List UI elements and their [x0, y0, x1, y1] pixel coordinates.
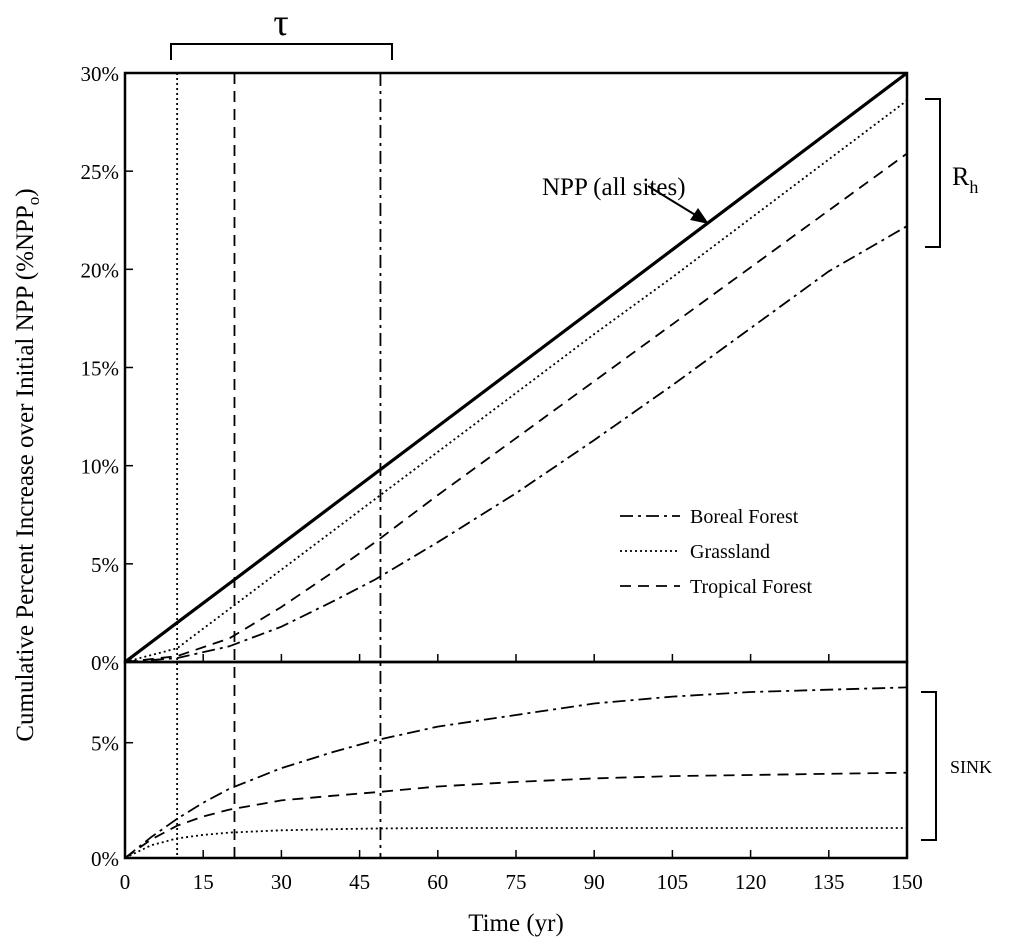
x-axis-title: Time (yr)	[468, 910, 564, 937]
axis-ticks	[124, 72, 908, 859]
y-axis-title-subscript: o	[24, 197, 43, 206]
rh-bracket	[925, 98, 941, 248]
top-series-grassland	[124, 99, 908, 663]
sink-label: SINK	[950, 757, 992, 777]
x-tick-label: 90	[584, 870, 605, 894]
legend-label-tropical: Tropical Forest	[690, 576, 812, 598]
rh-label-main: R	[952, 162, 970, 191]
rh-label: Rh	[952, 162, 978, 197]
legend-label-boreal: Boreal Forest	[690, 506, 799, 528]
npp-label: NPP (all sites)	[542, 174, 686, 201]
bottom-series-tropical	[124, 771, 908, 859]
x-tick-label: 120	[735, 870, 767, 894]
tau-label: τ	[273, 2, 288, 44]
tick-labels: 0 15 30 45 60 75 90 105 120 135 150 0% 5% 10% 15% 20% 25…	[81, 62, 923, 894]
top-panel-series	[124, 71, 908, 664]
x-tick-label: 60	[427, 870, 448, 894]
y-tick-label-bottom: 0%	[91, 847, 119, 871]
x-tick-label: 30	[271, 870, 292, 894]
x-tick-label: 15	[193, 870, 214, 894]
y-axis-title: Cumulative Percent Increase over Initial…	[12, 188, 43, 741]
npp-arrow-line	[647, 185, 698, 217]
tau-bracket	[170, 43, 393, 60]
y-tick-label-top: 5%	[91, 553, 119, 577]
rh-label-subscript: h	[969, 177, 978, 197]
bottom-panel-series	[124, 686, 908, 859]
x-tick-label: 75	[506, 870, 527, 894]
y-tick-label-bottom: 5%	[91, 732, 119, 756]
y-tick-label-top: 0%	[91, 651, 119, 675]
legend-label-grassland: Grassland	[690, 541, 770, 563]
top-series-npp	[124, 71, 908, 664]
x-tick-label: 135	[813, 870, 845, 894]
top-series-tropical	[124, 152, 908, 663]
tau-lines	[176, 73, 382, 858]
y-tick-label-top: 10%	[81, 455, 120, 479]
y-tick-label-top: 25%	[81, 160, 120, 184]
y-axis-title-suffix: )	[12, 188, 39, 196]
y-tick-label-top: 20%	[81, 258, 120, 282]
y-tick-label-top: 30%	[81, 62, 120, 86]
y-axis-title-main: Cumulative Percent Increase over Initial…	[12, 205, 39, 741]
sink-bracket	[921, 691, 937, 841]
bottom-series-boreal	[124, 686, 908, 859]
x-tick-label: 0	[120, 870, 131, 894]
npp-arrow-head	[690, 208, 709, 224]
y-tick-label-top: 15%	[81, 357, 120, 381]
x-tick-label: 45	[349, 870, 370, 894]
x-tick-label: 150	[891, 870, 923, 894]
top-series-boreal	[124, 225, 908, 663]
legend: Boreal Forest Grassland Tropical Forest	[620, 506, 812, 598]
x-tick-label: 105	[657, 870, 689, 894]
